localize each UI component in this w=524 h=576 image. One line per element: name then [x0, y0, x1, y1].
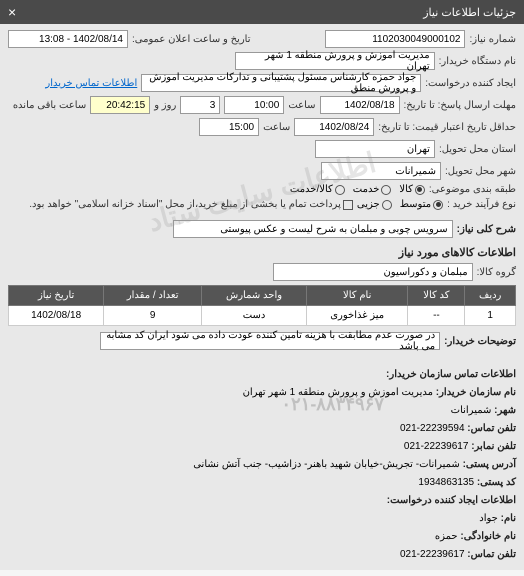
- validity-date: 1402/08/24: [294, 118, 374, 136]
- surname-label: نام خانوادگی:: [460, 531, 516, 542]
- requester-label: ایجاد کننده درخواست:: [425, 78, 516, 89]
- contact-info-section: اطلاعات تماس سازمان خریدار: نام سازمان خ…: [0, 360, 524, 570]
- dialog-title: جزئیات اطلاعات نیاز: [423, 6, 516, 19]
- days-label: روز و: [154, 100, 176, 111]
- postal-value: 1934863135: [418, 477, 474, 488]
- item-type-label: طبقه بندی موضوعی:: [429, 184, 516, 195]
- table-row: 1 -- میز غذاخوری دست 9 1402/08/18: [9, 306, 516, 326]
- org-name: مدیریت اموزش و پرورش منطقه 1 شهر تهران: [243, 387, 433, 398]
- purchase-type-radios: متوسط جزیی: [357, 199, 443, 210]
- td-date: 1402/08/18: [9, 306, 104, 326]
- goods-table: ردیف کد کالا نام کالا واحد شمارش تعداد /…: [8, 285, 516, 326]
- delivery-city-label: شهر محل تحویل:: [445, 166, 516, 177]
- phone-value: 22239594-021: [400, 423, 465, 434]
- goods-group-label: گروه کالا:: [477, 267, 516, 278]
- buyer-notes-text: در صورت عدم مطابقت با هزینه تامین کننده …: [100, 332, 440, 350]
- delivery-province-label: استان محل تحویل:: [439, 144, 516, 155]
- contact-link[interactable]: اطلاعات تماس خریدار: [45, 78, 137, 89]
- td-row: 1: [465, 306, 516, 326]
- td-qty: 9: [104, 306, 202, 326]
- city-value: شمیرانات: [451, 405, 492, 416]
- response-time: 10:00: [224, 96, 284, 114]
- fax-value: 22239617-021: [404, 441, 469, 452]
- th-date: تاریخ نیاز: [9, 286, 104, 306]
- req-phone-value: 22239617-021: [400, 549, 465, 560]
- delivery-province: تهران: [315, 140, 435, 158]
- radio-kala[interactable]: کالا: [399, 184, 425, 195]
- response-deadline-label: مهلت ارسال پاسخ: تا تاریخ:: [404, 100, 516, 111]
- goods-group-value: مبلمان و دکوراسیون: [273, 263, 473, 281]
- validity-time-label: ساعت: [263, 122, 290, 133]
- goods-section-title: اطلاعات کالاهای مورد نیاز: [8, 246, 516, 259]
- phone-label: تلفن تماس:: [467, 423, 516, 434]
- validity-label: حداقل تاریخ اعتبار قیمت: تا تاریخ:: [378, 122, 516, 133]
- address-label: آدرس پستی:: [463, 459, 516, 470]
- validity-time: 15:00: [199, 118, 259, 136]
- th-row: ردیف: [465, 286, 516, 306]
- postal-label: کد پستی:: [477, 477, 516, 488]
- radio-medium[interactable]: متوسط: [400, 199, 443, 210]
- general-desc: سرویس چوبی و مبلمان به شرح لیست و عکس پی…: [173, 220, 453, 238]
- purchase-type-label: نوع فرآیند خرید :: [447, 199, 516, 210]
- remaining-label: ساعت باقی مانده: [13, 100, 86, 111]
- surname-value: حمزه: [435, 531, 458, 542]
- th-code: کد کالا: [408, 286, 465, 306]
- req-phone-label: تلفن تماس:: [467, 549, 516, 560]
- item-type-radios: کالا خدمت کالا/خدمت: [290, 184, 425, 195]
- name-value: جواد: [479, 513, 498, 524]
- contact-section-title: اطلاعات تماس سازمان خریدار:: [386, 369, 516, 380]
- td-name: میز غذاخوری: [306, 306, 407, 326]
- close-icon[interactable]: ×: [8, 4, 16, 20]
- need-number-value: 1102030049000102: [325, 30, 465, 48]
- th-qty: تعداد / مقدار: [104, 286, 202, 306]
- city-label: شهر:: [494, 405, 516, 416]
- dialog-header: جزئیات اطلاعات نیاز ×: [0, 0, 524, 24]
- buyer-notes-label: توضیحات خریدار:: [444, 336, 516, 347]
- general-desc-label: شرح کلی نیاز:: [457, 224, 516, 235]
- name-label: نام:: [501, 513, 516, 524]
- td-code: --: [408, 306, 465, 326]
- announce-label: تاریخ و ساعت اعلان عمومی:: [132, 34, 251, 45]
- radio-khadamat[interactable]: خدمت: [353, 184, 392, 195]
- fax-label: تلفن نمابر:: [471, 441, 516, 452]
- response-time-label: ساعت: [288, 100, 315, 111]
- th-unit: واحد شمارش: [202, 286, 307, 306]
- buyer-org-label: نام دستگاه خریدار:: [439, 56, 516, 67]
- th-name: نام کالا: [306, 286, 407, 306]
- address-value: شمیرانات- تجریش-خیابان شهید باهنر- دزاشی…: [193, 459, 460, 470]
- days-value: 3: [180, 96, 220, 114]
- radio-kala-khadamat[interactable]: کالا/خدمت: [290, 184, 345, 195]
- org-name-label: نام سازمان خریدار:: [436, 387, 516, 398]
- announce-value: 1402/08/14 - 13:08: [8, 30, 128, 48]
- response-date: 1402/08/18: [320, 96, 400, 114]
- requester-section-title: اطلاعات ایجاد کننده درخواست:: [387, 495, 516, 506]
- form-area: اطلاعات سایت ستاد ۰۲۱-۸۸۳۴۹۶۷ شماره نیاز…: [0, 24, 524, 360]
- remaining-time: 20:42:15: [90, 96, 150, 114]
- requester-value: جواد حمزه کارشناس مسئول پشتیبانی و تدارک…: [141, 74, 421, 92]
- need-number-label: شماره نیاز:: [469, 34, 516, 45]
- buyer-org-value: مدیریت اموزش و پرورش منطقه 1 شهر تهران: [235, 52, 435, 70]
- delivery-city: شمیرانات: [321, 162, 441, 180]
- purchase-note-check[interactable]: پرداخت تمام یا بخشی از مبلغ خرید،از محل …: [29, 199, 353, 210]
- radio-partial[interactable]: جزیی: [357, 199, 392, 210]
- td-unit: دست: [202, 306, 307, 326]
